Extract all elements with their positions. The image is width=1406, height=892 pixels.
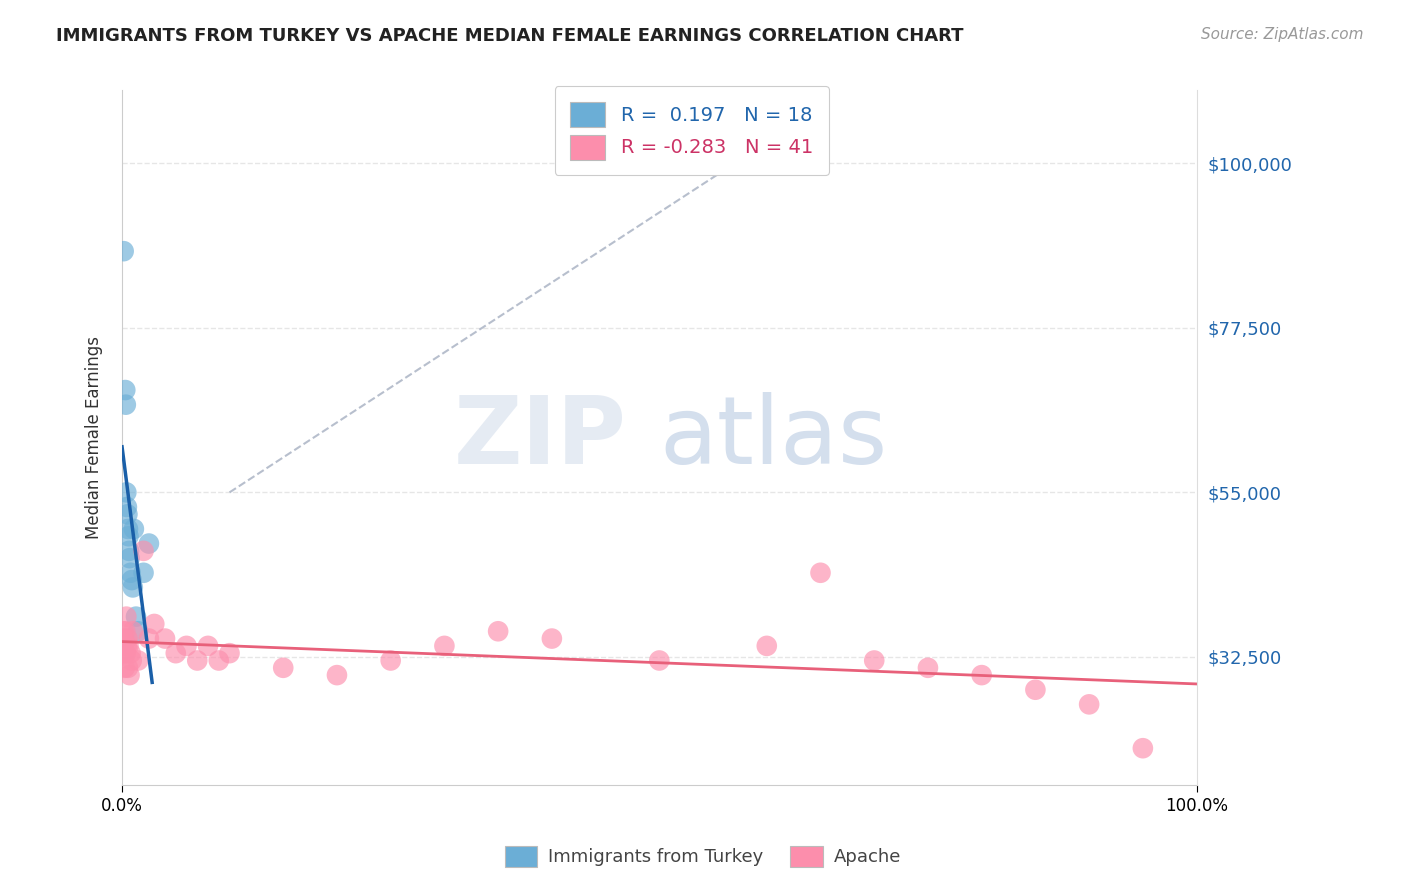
Point [186,653,208,667]
Point [648,653,671,667]
Point [1132,741,1154,756]
Point [176,639,198,653]
Point [541,632,564,646]
Point [121,653,143,667]
Point [114,646,136,660]
Point [115,500,138,514]
Text: ZIP: ZIP [454,392,627,483]
Point [112,624,135,639]
Point [143,616,166,631]
Point [117,529,139,543]
Point [117,522,139,536]
Point [755,639,778,653]
Point [138,536,160,550]
Point [114,624,136,639]
Point [114,398,136,412]
Point [120,646,142,660]
Point [218,646,240,660]
Point [118,544,141,558]
Point [114,383,136,397]
Point [810,566,832,580]
Text: atlas: atlas [659,392,887,483]
Point [125,609,148,624]
Point [1078,698,1101,712]
Point [121,624,143,639]
Point [208,653,231,667]
Point [115,639,138,653]
Point [112,632,135,646]
Point [115,485,138,500]
Text: IMMIGRANTS FROM TURKEY VS APACHE MEDIAN FEMALE EARNINGS CORRELATION CHART: IMMIGRANTS FROM TURKEY VS APACHE MEDIAN … [56,27,963,45]
Point [197,639,219,653]
Point [122,522,145,536]
Point [117,661,139,675]
Legend: R =  0.197   N = 18, R = -0.283   N = 41: R = 0.197 N = 18, R = -0.283 N = 41 [554,87,828,175]
Point [117,508,139,522]
Y-axis label: Median Female Earnings: Median Female Earnings [86,336,103,539]
Point [1024,682,1046,697]
Point [118,668,141,682]
Point [127,653,149,667]
Point [112,646,135,660]
Point [112,244,135,259]
Point [115,609,138,624]
Point [117,639,139,653]
Point [917,661,939,675]
Point [153,632,176,646]
Point [117,632,139,646]
Text: Source: ZipAtlas.com: Source: ZipAtlas.com [1201,27,1364,42]
Point [970,668,993,682]
Point [121,581,143,595]
Point [118,551,141,566]
Point [380,653,402,667]
Point [121,573,143,587]
Point [132,566,155,580]
Point [132,544,155,558]
Point [165,646,187,660]
Point [433,639,456,653]
Point [138,632,160,646]
Point [863,653,886,667]
Point [271,661,294,675]
Point [326,668,349,682]
Point [114,661,136,675]
Point [120,566,142,580]
Point [127,624,149,639]
Point [486,624,509,639]
Legend: Immigrants from Turkey, Apache: Immigrants from Turkey, Apache [498,838,908,874]
